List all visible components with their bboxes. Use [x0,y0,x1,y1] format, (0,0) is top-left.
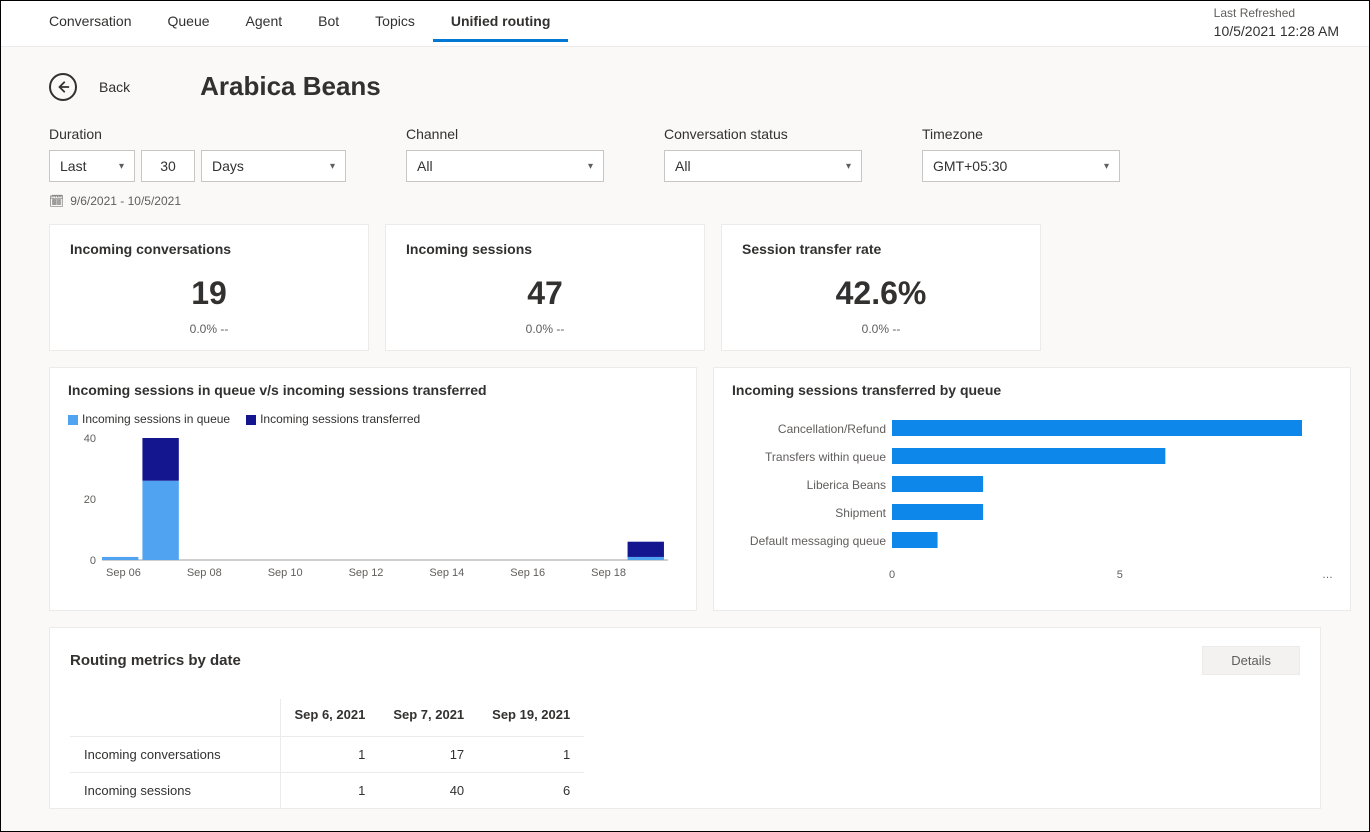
page-title: Arabica Beans [200,71,381,102]
status-select[interactable]: All ▾ [664,150,862,182]
kpi-value: 42.6% [742,275,1020,312]
table-cell: 6 [478,773,584,809]
chevron-down-icon: ▾ [1104,161,1109,172]
svg-text:Sep 16: Sep 16 [510,567,545,579]
table-cell: 1 [280,773,379,809]
hbar-chart-panel: Incoming sessions transferred by queue C… [713,367,1351,611]
hbar-chart: Cancellation/Refund Transfers within queu… [732,412,1332,592]
arrow-left-icon [56,80,70,94]
kpi-card-1: Incoming sessions 47 0.0% -- [385,224,705,351]
kpi-value: 47 [406,275,684,312]
table-col-header: Sep 6, 2021 [280,699,379,737]
svg-text:0: 0 [90,555,96,567]
table-row: Incoming sessions1406 [70,773,584,809]
kpi-row: Incoming conversations 19 0.0% -- Incomi… [1,224,1369,351]
table-cell: 40 [379,773,478,809]
kpi-title: Incoming sessions [406,241,684,257]
calendar-icon: 🗓 [49,194,64,208]
tab-conversation[interactable]: Conversation [31,1,150,42]
chevron-down-icon: ▾ [119,161,124,172]
details-button[interactable]: Details [1202,646,1300,675]
svg-text:Shipment: Shipment [835,506,886,520]
table-col-header: Sep 7, 2021 [379,699,478,737]
back-button[interactable] [49,73,77,101]
back-label: Back [99,79,130,95]
kpi-title: Incoming conversations [70,241,348,257]
kpi-sub: 0.0% -- [406,322,684,336]
table-col-header: Sep 19, 2021 [478,699,584,737]
table-cell: 1 [478,737,584,773]
tab-unified-routing[interactable]: Unified routing [433,1,569,42]
filter-timezone: Timezone GMT+05:30 ▾ [922,126,1120,182]
svg-text:Sep 18: Sep 18 [591,567,626,579]
kpi-value: 19 [70,275,348,312]
tab-bot[interactable]: Bot [300,1,357,42]
stacked-chart-panel: Incoming sessions in queue v/s incoming … [49,367,697,611]
svg-text:5: 5 [1117,569,1123,581]
chevron-down-icon: ▾ [846,161,851,172]
stacked-chart-legend: Incoming sessions in queue Incoming sessi… [68,412,678,426]
kpi-card-2: Session transfer rate 42.6% 0.0% -- [721,224,1041,351]
filter-channel: Channel All ▾ [406,126,604,182]
date-range-hint: 🗓 9/6/2021 - 10/5/2021 [1,188,1369,224]
legend-item: Incoming sessions in queue [68,412,230,426]
kpi-sub: 0.0% -- [70,322,348,336]
svg-text:Default messaging queue: Default messaging queue [750,534,886,548]
svg-text:0: 0 [889,569,895,581]
timezone-select[interactable]: GMT+05:30 ▾ [922,150,1120,182]
page-header: Back Arabica Beans [1,47,1369,110]
filter-timezone-label: Timezone [922,126,1120,142]
svg-text:…: … [1322,569,1332,581]
svg-text:Transfers within queue: Transfers within queue [765,450,886,464]
svg-text:Liberica Beans: Liberica Beans [807,478,886,492]
kpi-sub: 0.0% -- [742,322,1020,336]
svg-text:Sep 10: Sep 10 [268,567,303,579]
legend-item: Incoming sessions transferred [246,412,420,426]
table-row-label: Incoming conversations [70,737,280,773]
table-cell: 1 [280,737,379,773]
chevron-down-icon: ▾ [330,161,335,172]
channel-select[interactable]: All ▾ [406,150,604,182]
svg-text:Sep 12: Sep 12 [349,567,384,579]
tab-queue[interactable]: Queue [150,1,228,42]
filter-status: Conversation status All ▾ [664,126,862,182]
hbar-chart-title: Incoming sessions transferred by queue [732,382,1332,398]
table-row: Incoming conversations1171 [70,737,584,773]
last-refreshed: Last Refreshed 10/5/2021 12:28 AM [1214,1,1339,41]
svg-text:20: 20 [84,494,96,506]
svg-text:Sep 14: Sep 14 [429,567,464,579]
svg-text:Sep 06: Sep 06 [106,567,141,579]
tab-topics[interactable]: Topics [357,1,433,42]
duration-unit-select[interactable]: Days ▾ [201,150,346,182]
chevron-down-icon: ▾ [588,161,593,172]
tab-agent[interactable]: Agent [228,1,301,42]
kpi-title: Session transfer rate [742,241,1020,257]
svg-text:Sep 08: Sep 08 [187,567,222,579]
table-row-label: Incoming sessions [70,773,280,809]
routing-table-title: Routing metrics by date [70,652,241,669]
svg-text:Cancellation/Refund: Cancellation/Refund [778,422,886,436]
stacked-chart-title: Incoming sessions in queue v/s incoming … [68,382,678,398]
stacked-chart: 0 20 40 Sep 06 Sep 08 Sep 10 Sep 12 Sep 14 Sep 1… [68,432,678,582]
routing-table-panel: Routing metrics by date Details Sep 6, 2… [49,627,1321,809]
filter-duration: Duration Last ▾ 30 Days ▾ [49,126,346,182]
filters-row: Duration Last ▾ 30 Days ▾ Channel All ▾ … [1,110,1369,188]
last-refreshed-label: Last Refreshed [1214,5,1339,22]
tab-bar: ConversationQueueAgentBotTopicsUnified r… [1,1,1369,47]
duration-value-input[interactable]: 30 [141,150,195,182]
svg-text:40: 40 [84,433,96,445]
filter-duration-label: Duration [49,126,346,142]
routing-table: Sep 6, 2021Sep 7, 2021Sep 19, 2021 Incomi… [70,699,584,808]
filter-status-label: Conversation status [664,126,862,142]
duration-mode-select[interactable]: Last ▾ [49,150,135,182]
charts-row: Incoming sessions in queue v/s incoming … [1,351,1369,611]
last-refreshed-time: 10/5/2021 12:28 AM [1214,22,1339,42]
kpi-card-0: Incoming conversations 19 0.0% -- [49,224,369,351]
filter-channel-label: Channel [406,126,604,142]
table-cell: 17 [379,737,478,773]
